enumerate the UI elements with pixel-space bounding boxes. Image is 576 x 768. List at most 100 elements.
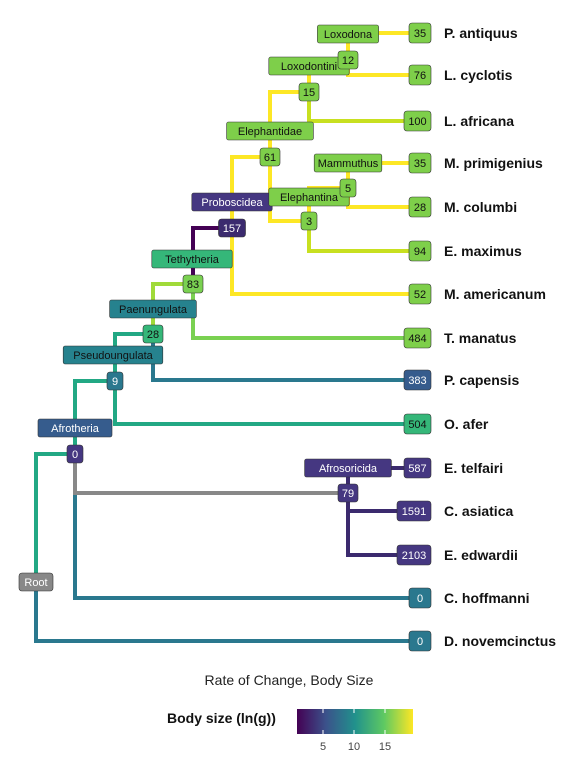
tip-value-box-maximus <box>408 240 432 262</box>
legend-tick-label-2: 15 <box>379 741 391 753</box>
edge-root-to-novemcinctus <box>34 582 426 643</box>
edge-pseudoungulata-to-afer <box>113 381 426 426</box>
node-box-afrotheria <box>66 444 84 464</box>
node-box-pseudoungulata <box>106 371 124 391</box>
edge-afrotheria-to-hoffmanni <box>73 454 426 600</box>
tip-labels: 35 P. antiquus 76 L. cyclotis 100 L. africana… <box>396 22 556 652</box>
node-box-paenungulata <box>142 324 164 344</box>
legend-ticks: 5 10 15 <box>320 709 391 753</box>
tip-label-afer: O. afer <box>444 416 489 432</box>
tip-value-columbi: 28 <box>414 202 426 214</box>
node-value-root: Root <box>24 577 47 589</box>
edge-afrotheria-to-pseudoungulata <box>73 379 115 454</box>
tip-label-columbi: M. columbi <box>444 199 517 215</box>
clade-box-paenungulata <box>109 299 197 319</box>
tip-value-box-edwardii <box>396 544 432 566</box>
tip-label-maximus: E. maximus <box>444 243 522 259</box>
tip-label-edwardii: E. edwardii <box>444 547 518 563</box>
edge-elephantina-to-maximus <box>307 221 426 253</box>
clade-label-afrosoricida: Afrosoricida <box>319 463 378 475</box>
tip-value-americanum: 52 <box>414 289 426 301</box>
tip-value-maximus: 94 <box>414 246 426 258</box>
tip-value-box-afer <box>403 413 432 435</box>
tip-value-box-hoffmanni <box>408 587 432 609</box>
clade-box-tethytheria <box>151 249 233 269</box>
tip-label-capensis: P. capensis <box>444 372 519 388</box>
clade-label-elephantina: Elephantina <box>280 192 339 204</box>
tip-label-americanum: M. americanum <box>444 286 546 302</box>
edge-elephantidae-to-elephantina <box>268 157 309 223</box>
node-value-proboscidea: 157 <box>223 223 241 235</box>
tip-value-afer: 504 <box>408 419 426 431</box>
tip-value-hoffmanni: 0 <box>417 593 423 605</box>
tip-value-box-africana <box>403 110 432 132</box>
edge-proboscidea-to-americanum <box>230 228 426 296</box>
tip-value-box-americanum <box>408 283 432 305</box>
tip-label-novemcinctus: D. novemcinctus <box>444 633 556 649</box>
tip-label-cyclotis: L. cyclotis <box>444 67 513 83</box>
edge-proboscidea-to-elephantidae <box>230 155 270 228</box>
legend-title: Body size (ln(g)) <box>167 710 276 726</box>
clade-box-mammuthus <box>313 153 383 173</box>
tip-value-box-antiquus <box>408 22 432 44</box>
node-value-tethytheria: 83 <box>187 279 199 291</box>
clade-box-pseudoungulata <box>62 345 164 365</box>
edge-loxodontini-to-africana <box>307 92 426 123</box>
figure-caption: Rate of Change, Body Size <box>205 672 374 688</box>
tip-value-primigenius: 35 <box>414 158 426 170</box>
tip-value-box-novemcinctus <box>408 630 432 652</box>
node-box-root <box>18 572 54 592</box>
tip-value-box-capensis <box>403 369 432 391</box>
clade-box-elephantidae <box>226 121 314 141</box>
tip-value-africana: 100 <box>408 116 426 128</box>
edge-afrotheria-to-afrosoricida <box>73 454 348 495</box>
node-value-afrotheria: 0 <box>72 449 78 461</box>
clade-label-loxodona: Loxodona <box>324 29 373 41</box>
node-value-loxodontini: 15 <box>303 87 315 99</box>
node-value-paenungulata: 28 <box>147 329 159 341</box>
node-value-boxes: Root 0 9 28 83 157 61 15 12 3 5 79 <box>18 50 359 592</box>
clade-label-elephantidae: Elephantidae <box>238 126 302 138</box>
clade-box-loxodona <box>317 24 379 44</box>
tip-label-manatus: T. manatus <box>444 330 517 346</box>
clade-label-afrotheria: Afrotheria <box>51 423 100 435</box>
tip-value-box-primigenius <box>408 152 432 174</box>
tip-value-box-asiatica <box>396 500 432 522</box>
clade-label-proboscidea: Proboscidea <box>201 197 263 209</box>
node-box-loxodona <box>337 50 359 70</box>
tip-label-telfairi: E. telfairi <box>444 460 503 476</box>
tip-label-asiatica: C. asiatica <box>444 503 513 519</box>
node-value-mammuthus: 5 <box>345 183 351 195</box>
clade-labels: Afrotheria Pseudoungulata Paenungulata Teth… <box>37 24 392 478</box>
tip-value-box-cyclotis <box>408 64 432 86</box>
tip-value-antiquus: 35 <box>414 28 426 40</box>
tip-value-box-manatus <box>403 327 432 349</box>
node-box-afrosoricida <box>337 483 359 503</box>
clade-label-tethytheria: Tethytheria <box>165 254 220 266</box>
node-box-mammuthus <box>339 178 357 198</box>
color-legend: Body size (ln(g)) 5 10 15 <box>167 709 413 753</box>
tip-value-capensis: 383 <box>408 375 426 387</box>
node-box-proboscidea <box>218 218 246 238</box>
tip-label-africana: L. africana <box>444 113 514 129</box>
tip-value-cyclotis: 76 <box>414 70 426 82</box>
node-value-loxodona: 12 <box>342 55 354 67</box>
tip-value-box-columbi <box>408 196 432 218</box>
tip-label-antiquus: P. antiquus <box>444 25 518 41</box>
node-box-elephantidae <box>259 147 281 167</box>
tip-label-hoffmanni: C. hoffmanni <box>444 590 530 606</box>
node-value-pseudoungulata: 9 <box>112 376 118 388</box>
node-box-elephantina <box>300 211 318 231</box>
clade-box-afrotheria <box>37 418 113 438</box>
tip-value-manatus: 484 <box>408 333 426 345</box>
clade-label-paenungulata: Paenungulata <box>119 304 188 316</box>
edge-root-to-afrotheria <box>34 452 75 582</box>
clade-label-mammuthus: Mammuthus <box>318 158 379 170</box>
node-box-loxodontini <box>298 82 320 102</box>
edge-pseudoungulata-to-paenungulata <box>113 332 153 381</box>
clade-label-loxodontini: Loxodontini <box>281 61 337 73</box>
tip-value-novemcinctus: 0 <box>417 636 423 648</box>
clade-box-afrosoricida <box>304 458 392 478</box>
